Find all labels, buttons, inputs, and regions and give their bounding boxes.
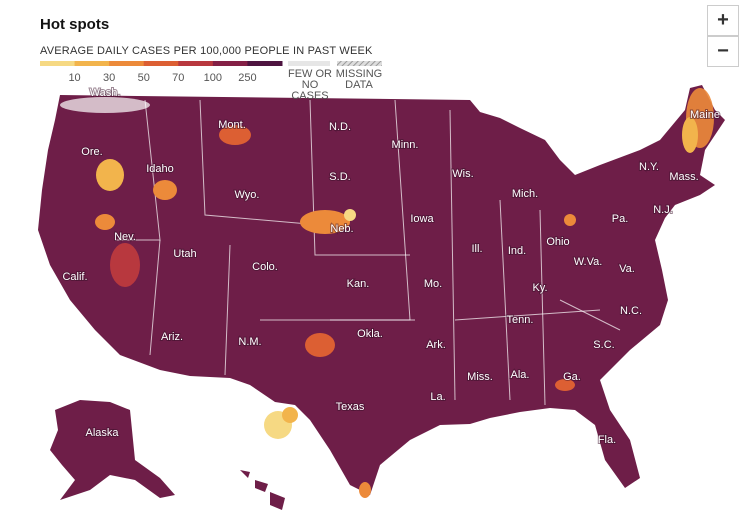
state-label: Ill. [472,243,483,255]
state-label: Calif. [62,271,87,283]
state-border [149,239,161,356]
state-label: Ark. [426,339,446,351]
hawaii [240,470,285,510]
missing-swatch [337,61,382,66]
state-border [449,109,456,401]
few-label: FEW OR NO CASES [288,68,332,102]
land [38,85,725,510]
state-label: La. [430,391,445,403]
state-label: S.D. [329,171,350,183]
state-label: Wash. [90,87,121,99]
state-border [199,99,321,226]
state-label: N.Y. [639,161,659,173]
legend-swatch [74,61,110,66]
state-border [224,244,231,376]
state-label: Ala. [511,369,530,381]
state-label: N.J. [653,204,673,216]
state-border [539,209,546,406]
state-border [499,199,511,401]
state-label: Wis. [452,168,473,180]
few-swatch [288,61,330,66]
state-label: Okla. [357,328,383,340]
state-label: Colo. [252,261,278,273]
state-label: Alaska [85,427,119,439]
state-label: Pa. [612,213,629,225]
state-label: W.Va. [574,256,603,268]
state-label: Ariz. [161,331,183,343]
legend-tick: 30 [103,72,115,84]
state-label: S.C. [593,339,614,351]
state-label: N.C. [620,305,642,317]
state-label: Iowa [410,213,434,225]
state-label: Maine [690,109,720,121]
state-label: Va. [619,263,635,275]
legend-tick: 250 [238,72,256,84]
legend-swatch [143,61,179,66]
state-label: Texas [336,401,365,413]
state-label: Ore. [81,146,102,158]
state-border [454,309,601,321]
contiguous-us [38,85,725,495]
state-label: Utah [173,248,196,260]
legend-tick: 100 [204,72,222,84]
state-label: Ky. [532,282,547,294]
state-label: N.D. [329,121,351,133]
state-label: Mich. [512,188,538,200]
state-label: Ohio [546,236,569,248]
state-label: Kan. [347,278,370,290]
missing-label: MISSING DATA [335,68,383,91]
alaska [50,400,175,500]
legend-swatch [40,61,76,66]
legend-label: AVERAGE DAILY CASES PER 100,000 PEOPLE I… [40,45,373,57]
state-label: Mont. [218,119,246,131]
zoom-in[interactable]: + [707,5,739,36]
patches [60,88,714,498]
state-label: Idaho [146,163,174,175]
state-label: Wyo. [235,189,260,201]
legend-tick: 50 [138,72,150,84]
state-label: Minn. [392,139,419,151]
state-label: Ga. [563,371,581,383]
state-label: Mass. [669,171,698,183]
state-label: Tenn. [507,314,534,326]
state-border [559,299,621,331]
title: Hot spots [40,16,110,33]
legend-swatch [109,61,145,66]
state-label: Mo. [424,278,442,290]
state-label: Ind. [508,245,526,257]
state-label: Neb. [330,223,353,235]
legend-swatch [212,61,248,66]
legend-swatch [178,61,214,66]
zoom-out[interactable]: − [707,36,739,67]
state-label: Nev. [114,231,136,243]
state-label: N.M. [238,336,261,348]
legend-tick: 70 [172,72,184,84]
state-label: Miss. [467,371,493,383]
legend-swatch [247,61,283,66]
state-label: Fla. [598,434,616,446]
state-border [309,99,410,256]
legend-tick: 10 [68,72,80,84]
